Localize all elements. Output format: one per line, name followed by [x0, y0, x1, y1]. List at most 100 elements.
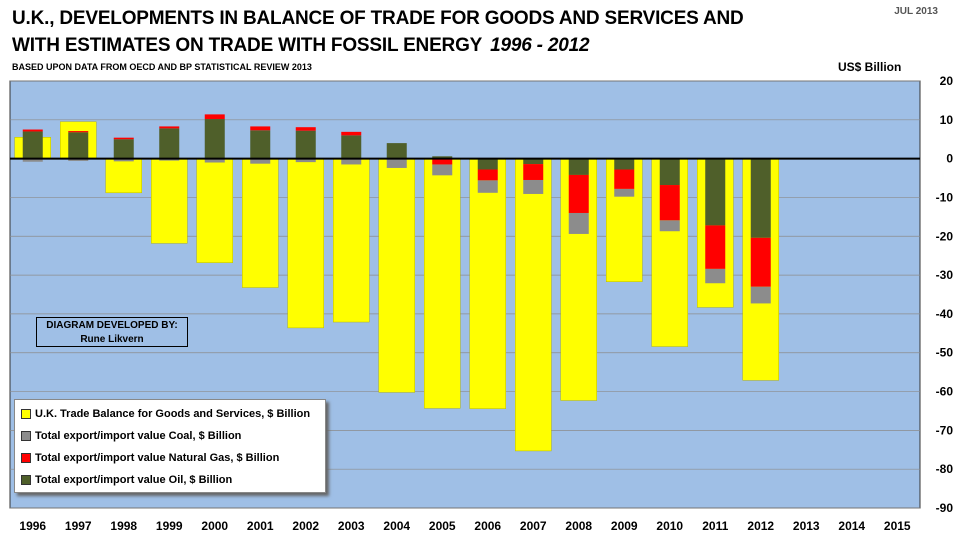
x-tick-label: 2012 — [747, 519, 774, 533]
bar-oil — [250, 130, 271, 159]
x-tick-label: 2009 — [611, 519, 638, 533]
legend-item-coal: Total export/import value Coal, $ Billio… — [21, 425, 325, 447]
x-tick-label: 2013 — [793, 519, 820, 533]
x-tick-label: 2014 — [838, 519, 865, 533]
bar-gas — [159, 126, 180, 129]
legend-item-trade-balance: U.K. Trade Balance for Goods and Service… — [21, 403, 325, 425]
bar-trade-balance — [333, 158, 370, 323]
bar-trade-balance — [515, 158, 552, 452]
bar-gas — [341, 131, 362, 136]
bar-oil — [659, 158, 680, 186]
credit-box: DIAGRAM DEVELOPED BY: Rune Likvern — [36, 317, 188, 347]
bar-coal — [568, 212, 589, 234]
legend-item-gas: Total export/import value Natural Gas, $… — [21, 447, 325, 469]
legend: U.K. Trade Balance for Goods and Service… — [14, 399, 326, 493]
bar-gas — [22, 129, 43, 132]
x-tick-label: 2000 — [201, 519, 228, 533]
x-tick-label: 2003 — [338, 519, 365, 533]
x-tick-label: 2004 — [383, 519, 410, 533]
credit-heading: DIAGRAM DEVELOPED BY: — [46, 320, 178, 331]
bar-oil — [568, 158, 589, 175]
bar-oil — [68, 132, 89, 159]
bar-trade-balance — [105, 158, 142, 194]
chart-subtitle: BASED UPON DATA FROM OECD AND BP STATIST… — [12, 62, 312, 72]
bar-oil — [432, 156, 453, 159]
bar-coal — [614, 188, 635, 197]
legend-label-coal: Total export/import value Coal, $ Billio… — [35, 430, 242, 442]
bar-oil — [341, 135, 362, 159]
legend-label-oil: Total export/import value Oil, $ Billion — [35, 474, 233, 486]
y-tick-label: 0 — [946, 152, 953, 166]
bar-coal — [523, 179, 544, 194]
x-tick-label: 2015 — [884, 519, 911, 533]
legend-swatch-coal — [21, 431, 31, 441]
bar-trade-balance — [424, 158, 461, 409]
bar-oil — [523, 158, 544, 165]
bar-gas — [750, 237, 771, 287]
legend-item-oil: Total export/import value Oil, $ Billion — [21, 469, 325, 491]
y-tick-label: -20 — [936, 229, 954, 243]
x-tick-label: 2001 — [247, 519, 274, 533]
bar-coal — [477, 180, 498, 193]
bar-oil — [295, 130, 316, 159]
legend-swatch-trade-balance — [21, 409, 31, 419]
bar-coal — [113, 158, 134, 162]
x-tick-label: 1997 — [65, 519, 92, 533]
x-tick-label: 2006 — [474, 519, 501, 533]
bar-trade-balance — [287, 158, 324, 329]
chart-title-years: 1996 - 2012 — [490, 35, 590, 56]
x-tick-label: 1996 — [19, 519, 46, 533]
bar-gas — [477, 169, 498, 181]
y-tick-label: 20 — [940, 74, 954, 88]
bar-gas — [204, 114, 225, 120]
bar-coal — [22, 158, 43, 162]
bar-gas — [432, 158, 453, 165]
bar-trade-balance — [469, 158, 506, 409]
bar-trade-balance — [196, 158, 233, 263]
bar-oil — [750, 158, 771, 238]
y-tick-label: -80 — [936, 462, 954, 476]
y-tick-label: -50 — [936, 346, 954, 360]
x-tick-label: 2008 — [565, 519, 592, 533]
bar-coal — [659, 220, 680, 232]
y-tick-label: -40 — [936, 307, 954, 321]
y-tick-label: -30 — [936, 268, 954, 282]
bar-coal — [432, 164, 453, 176]
bar-coal — [386, 158, 407, 168]
bar-oil — [113, 139, 134, 159]
bar-gas — [568, 174, 589, 213]
x-tick-label: 2011 — [702, 519, 728, 533]
bar-oil — [614, 158, 635, 170]
bar-coal — [204, 158, 225, 163]
bar-gas — [705, 225, 726, 269]
bar-coal — [341, 158, 362, 165]
x-tick-label: 2002 — [292, 519, 319, 533]
bar-gas — [523, 164, 544, 180]
credit-author: Rune Likvern — [80, 334, 144, 345]
bar-oil — [386, 143, 407, 159]
bar-gas — [659, 185, 680, 221]
x-tick-label: 1998 — [110, 519, 137, 533]
bar-coal — [250, 158, 271, 164]
bar-coal — [295, 158, 316, 163]
bar-gas — [295, 127, 316, 131]
bar-gas — [68, 131, 89, 133]
bar-oil — [477, 158, 498, 170]
chart-title-text: WITH ESTIMATES ON TRADE WITH FOSSIL ENER… — [12, 35, 483, 56]
x-tick-label: 2007 — [520, 519, 547, 533]
y-tick-label: -60 — [936, 385, 954, 399]
y-tick-label: 10 — [940, 113, 954, 127]
legend-label-gas: Total export/import value Natural Gas, $… — [35, 452, 280, 464]
x-tick-label: 1999 — [156, 519, 183, 533]
y-tick-label: -90 — [936, 501, 954, 515]
x-tick-label: 2010 — [656, 519, 683, 533]
bar-oil — [159, 128, 180, 159]
date-label: JUL 2013 — [894, 6, 938, 17]
chart-title-line1: U.K., DEVELOPMENTS IN BALANCE OF TRADE F… — [12, 8, 744, 29]
bar-oil — [204, 119, 225, 159]
chart-title-line2: WITH ESTIMATES ON TRADE WITH FOSSIL ENER… — [12, 35, 590, 57]
bar-oil — [22, 131, 43, 159]
bar-trade-balance — [242, 158, 279, 288]
bar-trade-balance — [151, 158, 188, 244]
